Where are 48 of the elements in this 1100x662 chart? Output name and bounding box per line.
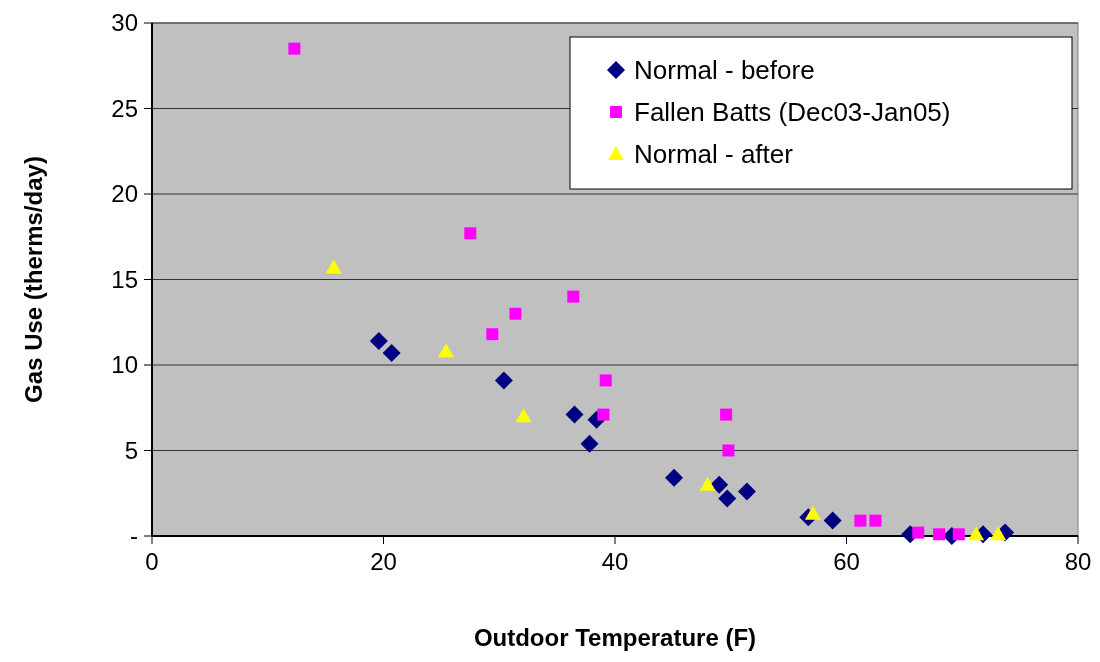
point <box>990 526 1007 541</box>
point <box>599 374 612 387</box>
point <box>823 511 842 530</box>
y-tick-label: 30 <box>111 9 138 37</box>
point <box>720 408 733 421</box>
point <box>933 528 946 541</box>
y-tick-label: - <box>130 522 138 550</box>
x-tick-label: 0 <box>145 548 159 575</box>
point <box>486 328 499 341</box>
x-tick-label: 20 <box>370 548 397 575</box>
point <box>464 227 477 240</box>
point <box>325 259 342 274</box>
point <box>597 408 610 421</box>
point <box>288 42 301 55</box>
y-tick-label: 25 <box>111 94 138 122</box>
point <box>854 514 867 527</box>
point <box>580 434 599 453</box>
point <box>869 514 882 527</box>
y-tick-label: 20 <box>111 180 138 208</box>
point <box>515 408 532 423</box>
point <box>699 476 716 491</box>
point <box>737 482 756 501</box>
y-tick-label: 5 <box>124 436 138 464</box>
legend-label: Normal - after <box>634 139 794 170</box>
point <box>567 290 580 303</box>
x-tick-label: 60 <box>833 548 860 575</box>
point <box>912 526 925 539</box>
legend-label: Normal - before <box>634 55 815 86</box>
point <box>718 489 737 508</box>
point <box>665 468 684 487</box>
y-axis-title: Gas Use (therms/day) <box>20 156 47 403</box>
point <box>968 526 985 541</box>
y-tick-label: 15 <box>111 265 138 293</box>
legend-label: Fallen Batts (Dec03-Jan05) <box>634 97 951 128</box>
x-tick-label: 40 <box>601 548 629 575</box>
point <box>565 405 584 424</box>
x-tick-label: 80 <box>1064 548 1092 575</box>
point <box>509 307 522 320</box>
x-axis-title: Outdoor Temperature (F) <box>473 624 757 651</box>
point <box>952 528 965 541</box>
point <box>804 505 821 520</box>
point <box>710 475 729 494</box>
point <box>494 371 513 390</box>
point <box>382 344 401 363</box>
point <box>369 332 388 351</box>
y-tick-label: 10 <box>111 351 138 379</box>
point <box>438 343 455 358</box>
point <box>722 444 735 457</box>
